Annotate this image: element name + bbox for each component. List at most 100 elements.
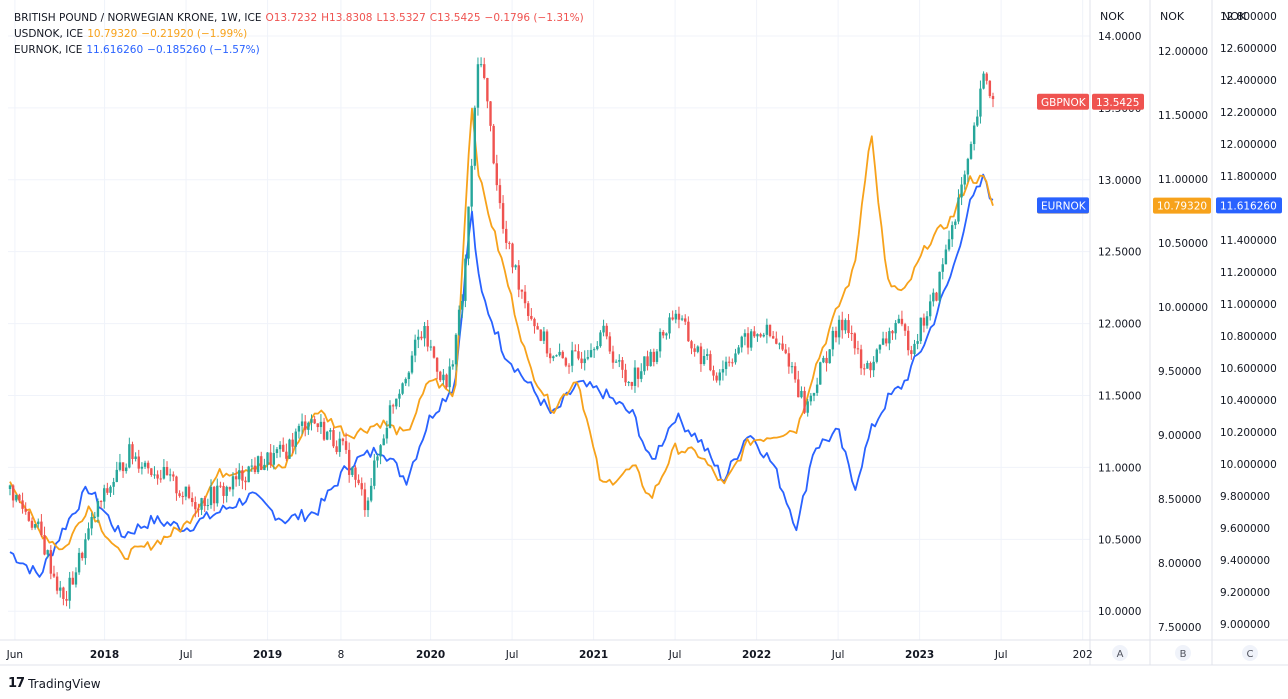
candle-body bbox=[523, 291, 527, 304]
time-tick: 2020 bbox=[416, 649, 445, 661]
candle-body bbox=[347, 449, 351, 475]
candle-body bbox=[33, 524, 37, 528]
candle-body bbox=[712, 370, 715, 376]
candle-body bbox=[570, 350, 574, 366]
candle-body bbox=[448, 366, 451, 388]
candle-body bbox=[225, 486, 228, 496]
candle-body bbox=[699, 346, 703, 365]
candle-body bbox=[542, 331, 546, 341]
legend-usdnok[interactable]: USDNOK, ICE 10.79320 −0.21920 (−1.99%) bbox=[14, 26, 588, 42]
candle-body bbox=[649, 351, 652, 367]
candle-body bbox=[457, 309, 461, 335]
candle-body bbox=[847, 320, 850, 334]
candle-body bbox=[131, 444, 134, 460]
axis-c-tick: 12.000000 bbox=[1220, 139, 1277, 151]
axis-a-tick: 13.0000 bbox=[1098, 175, 1141, 187]
candle-body bbox=[310, 419, 313, 423]
candle-body bbox=[850, 333, 853, 335]
legend-eurnok[interactable]: EURNOK, ICE 11.616260 −0.185260 (−1.57%) bbox=[14, 42, 588, 58]
candle-body bbox=[800, 390, 803, 398]
candle-body bbox=[787, 353, 791, 367]
candle-body bbox=[212, 486, 216, 504]
candle-body bbox=[159, 478, 162, 480]
candle-body bbox=[219, 485, 222, 487]
candle-body bbox=[803, 390, 806, 413]
candle-body bbox=[68, 577, 71, 601]
candle-body bbox=[577, 351, 580, 359]
time-tick: Jul bbox=[668, 649, 682, 661]
candle-body bbox=[115, 469, 118, 482]
candle-body bbox=[81, 552, 84, 559]
candle-body bbox=[59, 587, 62, 591]
candle-body bbox=[388, 405, 392, 428]
axis-b-tick: 7.50000 bbox=[1158, 622, 1201, 634]
candle-body bbox=[976, 116, 979, 126]
candle-body bbox=[539, 329, 542, 341]
candle-body bbox=[841, 319, 844, 331]
candle-body bbox=[253, 465, 257, 473]
candle-body bbox=[511, 243, 514, 268]
candle-body bbox=[222, 486, 225, 496]
candle-body bbox=[740, 336, 743, 348]
candle-body bbox=[84, 539, 87, 559]
scale-a-button[interactable] bbox=[1112, 645, 1128, 661]
axis-c-tick: 10.200000 bbox=[1220, 427, 1277, 439]
time-tick: 2022 bbox=[742, 649, 771, 661]
candle-body bbox=[40, 521, 43, 536]
candle-body bbox=[162, 466, 166, 479]
axis-b-tick: 12.00000 bbox=[1158, 46, 1208, 58]
candle-body bbox=[439, 371, 442, 381]
candle-body bbox=[260, 456, 263, 471]
axis-a-tick: 12.5000 bbox=[1098, 247, 1141, 259]
candle-body bbox=[360, 483, 363, 490]
candle-body bbox=[106, 488, 109, 493]
candle-body bbox=[734, 353, 737, 363]
candle-body bbox=[891, 331, 894, 334]
candle-body bbox=[938, 271, 941, 301]
candle-body bbox=[181, 496, 184, 498]
candle-body bbox=[935, 292, 938, 301]
candle-body bbox=[125, 467, 128, 472]
candle-body bbox=[797, 379, 800, 398]
candle-body bbox=[77, 552, 81, 573]
candle-body bbox=[461, 300, 464, 310]
candle-body bbox=[49, 550, 53, 574]
axis-a-tick: 12.0000 bbox=[1098, 319, 1141, 331]
candle-body bbox=[941, 264, 944, 272]
scale-b-button[interactable] bbox=[1175, 645, 1191, 661]
candle-body bbox=[238, 470, 241, 480]
candle-body bbox=[379, 445, 382, 457]
candle-body bbox=[442, 374, 445, 381]
axis-c-tick: 12.200000 bbox=[1220, 107, 1277, 119]
candle-body bbox=[759, 334, 762, 337]
candle-body bbox=[498, 185, 502, 204]
candle-body bbox=[822, 357, 825, 363]
candle-body bbox=[319, 421, 323, 428]
candle-body bbox=[325, 431, 329, 440]
candle-body bbox=[872, 361, 875, 371]
time-axis[interactable]: Jun 2018 Jul 2019 8 2020 Jul 2021 Jul 2022 Jul 2023… bbox=[6, 649, 1093, 661]
candle-body bbox=[329, 430, 332, 432]
axis-c-tick: 10.000000 bbox=[1220, 459, 1277, 471]
legend-eurnok-name: EURNOK, ICE bbox=[14, 44, 83, 56]
candle-body bbox=[382, 438, 385, 446]
candle-body bbox=[969, 144, 973, 159]
candle-body bbox=[589, 350, 593, 358]
legend-gbpnok[interactable]: BRITISH POUND / NORWEGIAN KRONE, 1W, ICE… bbox=[14, 10, 588, 26]
time-tick: 8 bbox=[338, 649, 345, 661]
candle-body bbox=[266, 452, 269, 465]
candle-body bbox=[866, 363, 869, 369]
candle-body bbox=[417, 336, 420, 340]
scale-c-button[interactable] bbox=[1242, 645, 1258, 661]
tag-gbp_name: GBPNOK bbox=[1041, 97, 1087, 109]
candle-body bbox=[172, 474, 175, 477]
tradingview-brand[interactable]: 17 TradingView bbox=[8, 676, 101, 691]
time-tick: Jul bbox=[505, 649, 519, 661]
grid-lines bbox=[0, 0, 1288, 666]
candle-body bbox=[137, 456, 140, 469]
candle-body bbox=[250, 465, 254, 467]
candle-body bbox=[684, 318, 687, 322]
candle-body bbox=[514, 265, 517, 268]
candle-body bbox=[624, 369, 627, 383]
